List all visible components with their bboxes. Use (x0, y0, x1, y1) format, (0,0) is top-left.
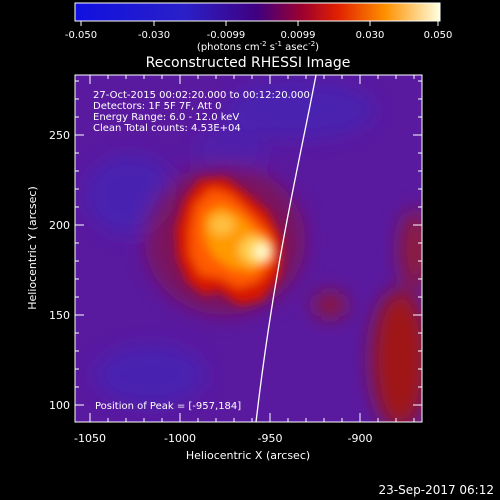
info-line-counts: Clean Total counts: 4.53E+04 (93, 123, 241, 134)
colorbar: -0.050 -0.030 -0.0099 0.0099 0.030 0.050… (65, 2, 453, 53)
x-tick-label: -950 (258, 432, 283, 445)
axis-ticks (75, 75, 422, 422)
plot-frame (74, 74, 423, 423)
colorbar-tick-label: -0.0099 (207, 30, 246, 41)
observation-info: 27-Oct-2015 00:02:20.000 to 00:12:20.000… (93, 90, 310, 134)
x-axis-label: Heliocentric X (arcsec) (186, 449, 310, 462)
y-tick-label: 250 (49, 129, 70, 142)
y-tick-label: 100 (49, 399, 70, 412)
info-line-energy: Energy Range: 6.0 - 12.0 keV (93, 112, 239, 123)
colorbar-tick-label: 0.050 (424, 30, 453, 41)
y-tick-label: 200 (49, 219, 70, 232)
colorbar-tick-label: -0.030 (138, 30, 170, 41)
rhessi-image (75, 75, 422, 422)
info-line-detectors: Detectors: 1F 5F 7F, Att 0 (93, 101, 221, 112)
y-axis-label: Heliocentric Y (arcsec) (26, 186, 39, 310)
peak-position-text: Position of Peak = [-957,184] (95, 401, 241, 412)
solar-limb-line (255, 75, 317, 422)
plot-title: Reconstructed RHESSI Image (146, 55, 351, 71)
colorbar-unit-label: (photons cm-2 s-1 asec-2) (197, 40, 319, 53)
y-tick-label: 150 (49, 309, 70, 322)
info-line-time: 27-Oct-2015 00:02:20.000 to 00:12:20.000 (93, 90, 310, 101)
flare-source (176, 178, 282, 305)
x-tick-label: -1050 (74, 432, 106, 445)
colorbar-gradient (74, 2, 441, 22)
colorbar-tick-label: 0.0099 (281, 30, 316, 41)
generation-timestamp: 23-Sep-2017 06:12 (379, 483, 494, 497)
colorbar-tick-label: -0.050 (65, 30, 97, 41)
x-tick-label: -900 (348, 432, 373, 445)
colorbar-tick-label: 0.030 (356, 30, 385, 41)
x-tick-label: -1000 (164, 432, 196, 445)
